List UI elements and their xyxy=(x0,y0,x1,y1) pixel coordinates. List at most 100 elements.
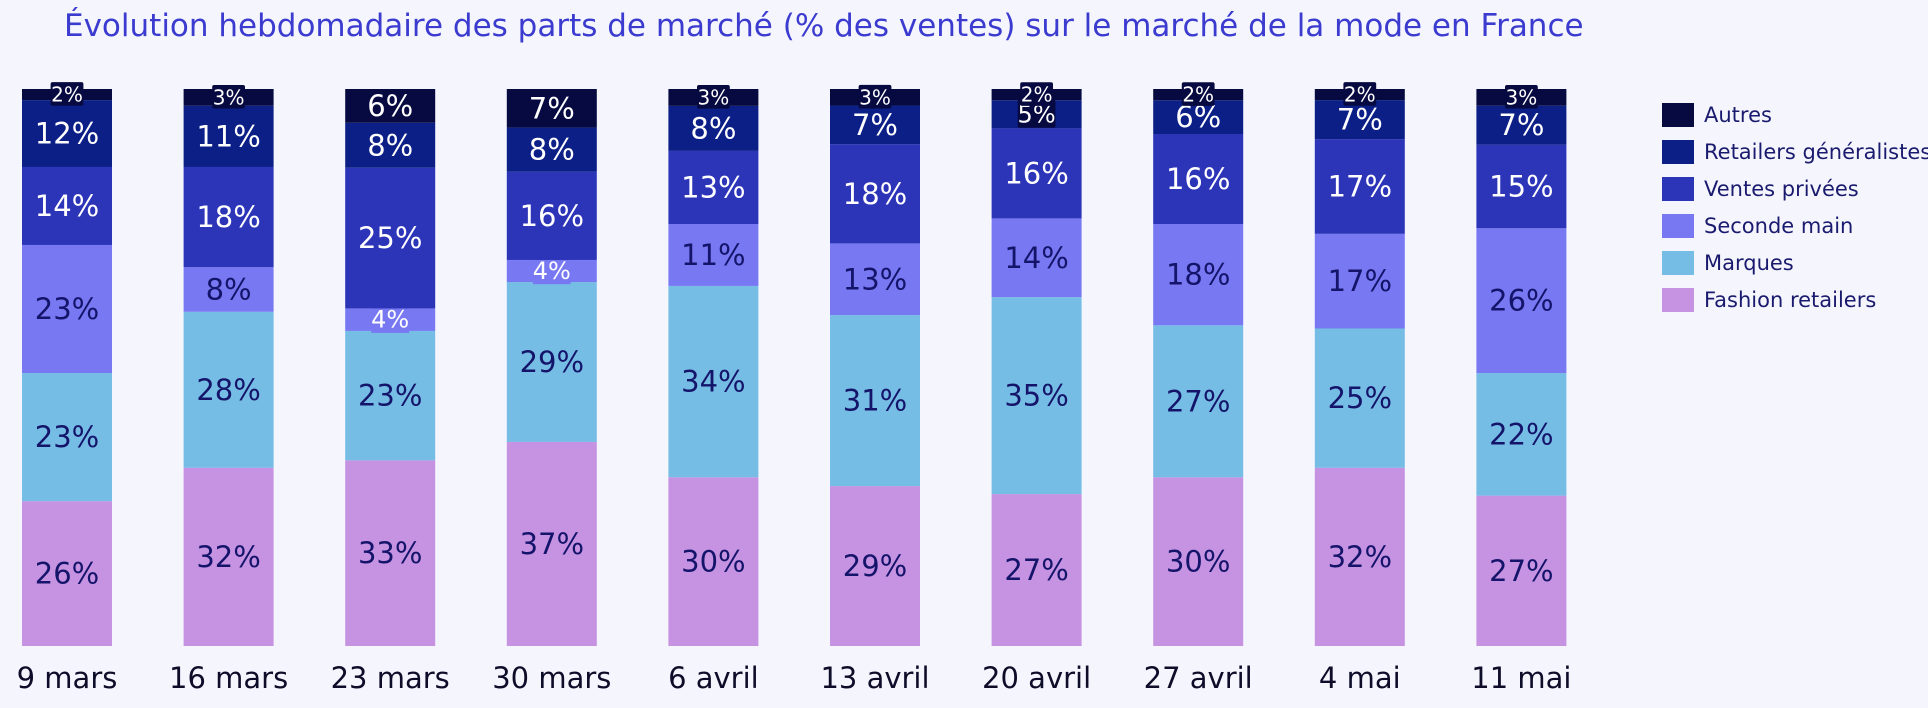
bar-segment xyxy=(506,127,597,172)
legend-label: Fashion retailers xyxy=(1704,287,1877,312)
data-label: 33% xyxy=(358,536,422,570)
data-label: 12% xyxy=(35,117,99,151)
data-label: 13% xyxy=(681,170,745,204)
bar-segment xyxy=(345,167,436,309)
bar-segment xyxy=(991,494,1082,646)
data-label: 4% xyxy=(371,306,409,334)
bar-segment xyxy=(668,285,759,478)
data-label: 14% xyxy=(35,189,99,223)
data-label: 32% xyxy=(1328,540,1392,574)
data-label: 35% xyxy=(1004,379,1068,413)
data-label-box xyxy=(1181,82,1215,106)
legend-item: Autres xyxy=(1662,96,1928,133)
bar-segment xyxy=(183,267,274,312)
bar-segment xyxy=(830,144,920,244)
data-label-box xyxy=(697,85,730,109)
data-label-box xyxy=(1020,82,1053,106)
data-label: 16% xyxy=(1004,156,1068,190)
data-label: 18% xyxy=(196,200,260,234)
legend-label: Seconde main xyxy=(1704,213,1854,238)
data-label: 27% xyxy=(1004,553,1068,587)
data-label: 8% xyxy=(367,128,413,162)
data-label: 37% xyxy=(520,527,584,561)
data-label-box xyxy=(1505,84,1538,109)
legend-item: Retailers généralistes xyxy=(1662,133,1928,170)
category-label: 4 mai xyxy=(1319,661,1401,695)
legend-item: Fashion retailers xyxy=(1662,281,1928,318)
legend-label: Retailers généralistes xyxy=(1704,139,1928,164)
data-label: 7% xyxy=(852,108,898,142)
data-label: 7% xyxy=(1337,103,1383,137)
category-label: 16 mars xyxy=(169,661,288,695)
data-label: 3% xyxy=(1506,85,1538,109)
data-label: 8% xyxy=(690,111,736,145)
data-label-box xyxy=(532,256,571,285)
legend-label: Marques xyxy=(1704,250,1794,275)
bar-segment xyxy=(345,330,436,461)
legend-swatch xyxy=(1662,250,1694,275)
data-label: 6% xyxy=(367,89,413,123)
data-label: 30% xyxy=(681,545,745,579)
data-label: 18% xyxy=(1166,258,1230,292)
bar-segment xyxy=(1153,134,1244,225)
bar-segment xyxy=(22,373,112,502)
bar-segment xyxy=(506,89,597,128)
bar-segment xyxy=(830,315,920,487)
bar-segment xyxy=(991,218,1082,298)
data-label: 18% xyxy=(843,177,907,211)
category-label: 13 avril xyxy=(820,661,929,695)
data-label: 15% xyxy=(1489,169,1553,203)
data-label: 3% xyxy=(859,85,891,109)
data-label: 7% xyxy=(529,91,575,125)
category-label: 6 avril xyxy=(668,661,759,695)
data-label: 30% xyxy=(1166,545,1230,579)
bar-segment xyxy=(1153,325,1244,478)
bar-segment xyxy=(991,297,1082,495)
data-label: 2% xyxy=(1021,83,1053,107)
bar-segment xyxy=(668,150,759,225)
bar-segment xyxy=(506,441,597,646)
bar-segment xyxy=(22,244,112,374)
data-label: 4% xyxy=(533,257,571,285)
category-label: 27 avril xyxy=(1144,661,1253,695)
legend-swatch xyxy=(1662,213,1694,238)
data-label: 16% xyxy=(1166,162,1230,196)
data-label: 2% xyxy=(51,83,83,107)
data-label: 22% xyxy=(1489,417,1553,451)
data-label: 11% xyxy=(681,238,745,272)
category-label: 30 mars xyxy=(492,661,611,695)
bar-segment xyxy=(183,105,274,167)
legend: Autres Retailers généralistes Ventes privé… xyxy=(1662,96,1928,318)
data-label: 28% xyxy=(196,373,260,407)
bar-segment xyxy=(1314,233,1405,329)
bar-segment xyxy=(991,128,1082,219)
bar-segment xyxy=(1476,144,1567,229)
legend-swatch xyxy=(1662,287,1694,312)
bar-segment xyxy=(22,100,112,167)
data-label-box xyxy=(371,305,410,333)
data-label: 7% xyxy=(1498,108,1544,142)
data-label: 8% xyxy=(206,273,252,307)
data-label: 14% xyxy=(1004,241,1068,275)
category-label: 9 mars xyxy=(17,661,118,695)
bar-segment xyxy=(345,122,436,168)
bar-segment xyxy=(668,477,759,646)
category-label: 20 avril xyxy=(982,661,1091,695)
data-label: 32% xyxy=(196,540,260,574)
bar-segment xyxy=(1476,495,1567,646)
data-label: 27% xyxy=(1166,384,1230,418)
bar-segment xyxy=(22,501,112,646)
data-label-box xyxy=(1017,99,1056,128)
bar-segment xyxy=(830,486,920,646)
legend-item: Ventes privées xyxy=(1662,170,1928,207)
bar-segment xyxy=(1314,139,1405,234)
bar-segment xyxy=(22,166,112,245)
data-label: 3% xyxy=(698,85,730,109)
data-label-box xyxy=(1343,82,1377,106)
data-label: 27% xyxy=(1489,554,1553,588)
bar-segment xyxy=(668,105,759,151)
data-label: 8% xyxy=(529,133,575,167)
bar-segment xyxy=(183,311,274,468)
category-label: 11 mai xyxy=(1471,661,1571,695)
